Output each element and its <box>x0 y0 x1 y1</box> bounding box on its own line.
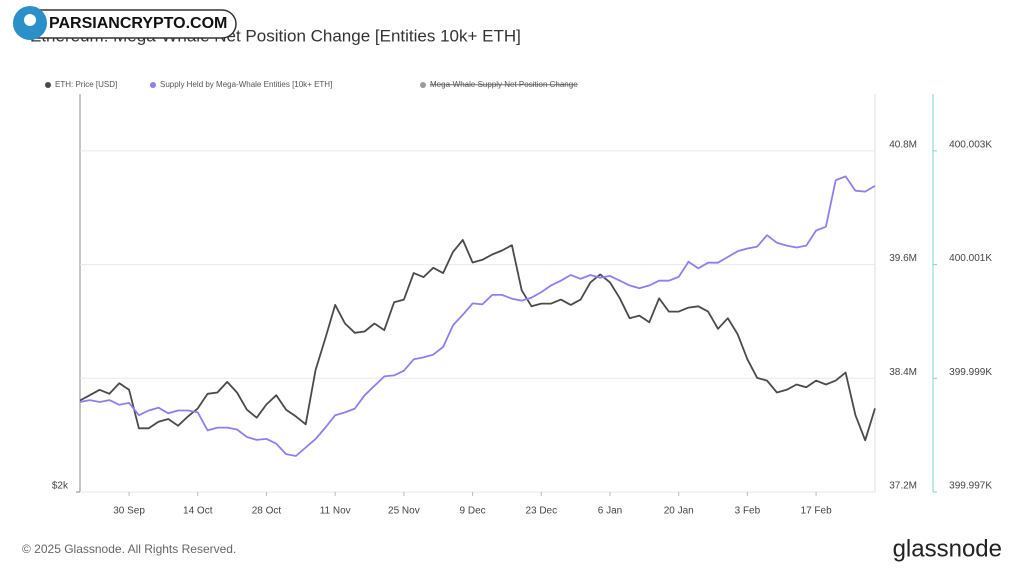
x-tick-label: 23 Dec <box>525 506 557 517</box>
legend-label: Mega-Whale Supply Net Position Change <box>430 80 578 89</box>
legend-label: ETH: Price [USD] <box>55 80 117 89</box>
x-tick-label: 25 Nov <box>388 506 420 517</box>
x-tick-label: 3 Feb <box>735 506 761 517</box>
watermark: PARSIANCRYPTO.COM <box>13 6 237 40</box>
brand-logo: glassnode <box>893 535 1002 562</box>
series-line <box>79 175 876 457</box>
y2-tick-label: 37.2M <box>889 481 917 492</box>
legend-label: Supply Held by Mega-Whale Entities [10k+… <box>160 80 332 89</box>
y2-tick-label: 38.4M <box>889 367 917 378</box>
x-tick-label: 9 Dec <box>460 506 486 517</box>
legend-marker <box>45 82 51 88</box>
x-tick-label: 11 Nov <box>320 506 351 517</box>
legend-marker <box>420 82 426 88</box>
y3-tick-label: 399.999K <box>949 367 992 378</box>
x-tick-label: 20 Jan <box>664 506 694 517</box>
x-tick-label: 30 Sep <box>113 506 145 517</box>
y3-tick-label: 400.001K <box>949 253 992 264</box>
watermark-icon-dot <box>24 14 36 26</box>
copyright: © 2025 Glassnode. All Rights Reserved. <box>22 542 236 556</box>
watermark-text: PARSIANCRYPTO.COM <box>49 15 227 32</box>
y3-tick-label: 400.003K <box>949 139 992 150</box>
y-tick-label: $2k <box>52 481 69 492</box>
x-tick-label: 6 Jan <box>598 506 622 517</box>
x-tick-label: 28 Oct <box>252 506 282 517</box>
y2-tick-label: 39.6M <box>889 253 917 264</box>
x-tick-label: 14 Oct <box>183 506 213 517</box>
y3-tick-label: 399.997K <box>949 481 992 492</box>
legend-marker <box>150 82 156 88</box>
series-line <box>79 239 876 442</box>
y2-tick-label: 40.8M <box>889 139 917 150</box>
x-tick-label: 17 Feb <box>801 506 833 517</box>
